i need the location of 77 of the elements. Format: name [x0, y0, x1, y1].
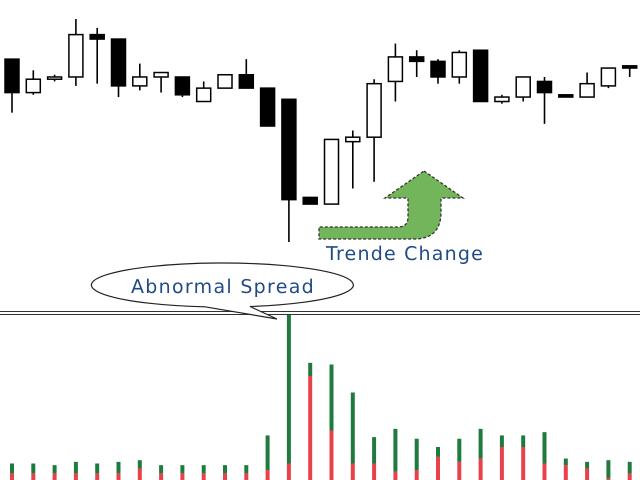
candlestick: [132, 62, 148, 92]
bar: [393, 472, 398, 480]
bar: [159, 465, 164, 474]
bar: [286, 464, 291, 480]
bar: [138, 460, 142, 468]
text: Abnormal Spread: [130, 276, 316, 298]
bar: [138, 468, 142, 480]
bar: [159, 473, 164, 480]
bar: [116, 462, 120, 474]
bar: [308, 376, 312, 480]
bar: [521, 435, 526, 447]
bar: [330, 430, 334, 480]
bar: [116, 473, 120, 480]
bar: [10, 464, 14, 474]
bar: [330, 364, 334, 430]
bar: [542, 464, 546, 480]
bar: [31, 464, 36, 474]
bar: [500, 447, 504, 480]
candlestick: [174, 76, 190, 98]
candlestick: [89, 27, 105, 84]
bar: [244, 473, 248, 480]
bar: [74, 473, 78, 480]
candlestick: [26, 69, 42, 96]
bar: [266, 435, 270, 470]
bar: [74, 462, 78, 474]
candlestick: [430, 58, 446, 84]
candlestick: [515, 76, 531, 102]
bar: [478, 428, 483, 459]
bar: [266, 470, 270, 480]
bar: [350, 464, 355, 480]
bar: [95, 473, 100, 480]
bar: [500, 435, 504, 447]
bar: [372, 464, 376, 480]
candlestick: [408, 49, 424, 78]
candlestick: [579, 72, 595, 98]
bar: [180, 465, 184, 474]
bar: [564, 465, 568, 480]
bar: [457, 438, 462, 462]
bar: [202, 465, 206, 474]
candlestick: [153, 72, 169, 94]
bar: [436, 447, 440, 457]
bar: [393, 428, 398, 472]
bar: [542, 432, 546, 464]
candlestick: [196, 80, 212, 102]
bar: [521, 447, 526, 480]
bar: [414, 438, 419, 470]
bar: [223, 465, 227, 474]
text: Trende Change: [324, 243, 484, 265]
candlestick: [217, 74, 233, 89]
bar: [436, 456, 440, 480]
bar: [628, 462, 632, 474]
bar: [350, 392, 355, 464]
bar: [52, 465, 57, 474]
bar: [414, 470, 419, 480]
bar: [628, 473, 632, 480]
candlestick: [238, 58, 254, 89]
bar: [585, 462, 590, 468]
bar: [31, 473, 36, 480]
bar: [308, 362, 312, 376]
bar: [223, 473, 227, 480]
bar: [10, 473, 14, 480]
bar: [95, 464, 100, 474]
bar: [52, 473, 57, 480]
bar: [244, 465, 248, 474]
bar: [457, 462, 462, 480]
bar: [372, 437, 376, 464]
candlestick: [345, 130, 361, 190]
bar: [606, 460, 610, 478]
bar: [478, 458, 483, 480]
candlestick: [536, 76, 552, 125]
candlestick: [600, 67, 616, 89]
bar: [286, 315, 291, 464]
bar: [564, 458, 568, 466]
bar: [180, 473, 184, 480]
candlestick: [622, 65, 638, 78]
bar: [585, 468, 590, 480]
bar: [202, 473, 206, 480]
